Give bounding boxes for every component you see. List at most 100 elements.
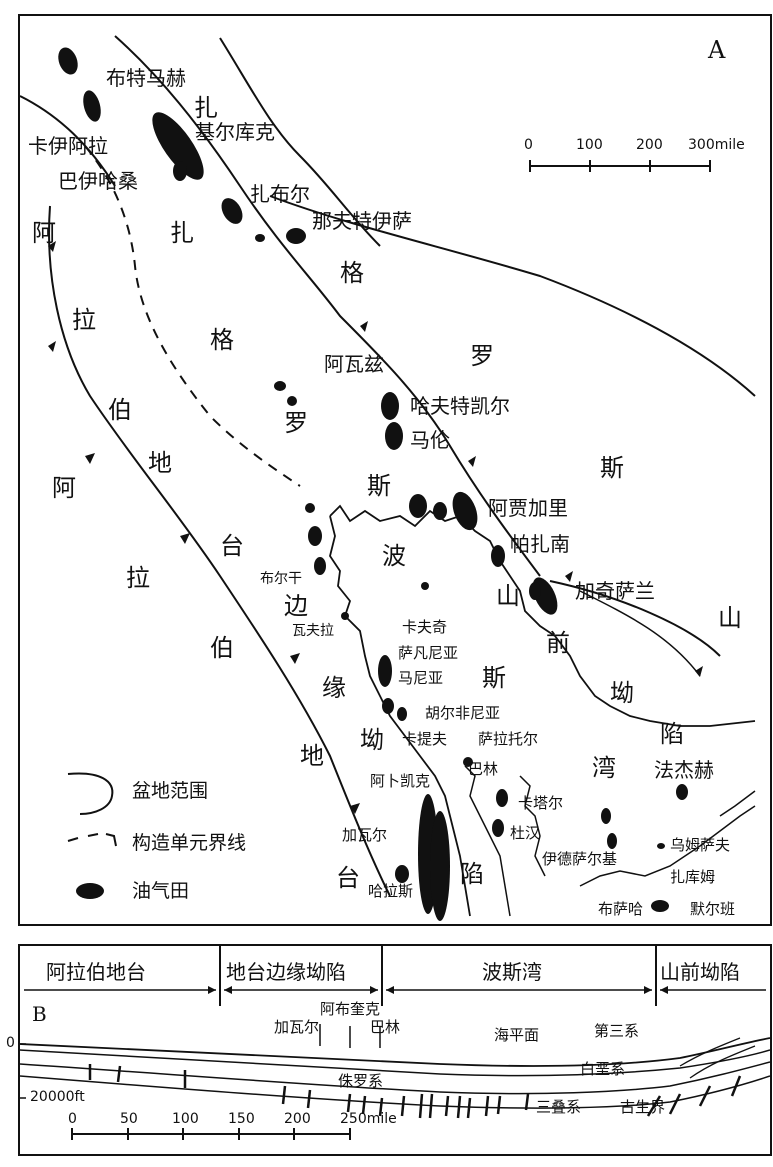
scale-b-tick-150: 150	[228, 1111, 255, 1127]
tab-foredeep: 山前坳陷	[660, 960, 740, 984]
region-gulf-2: 斯	[482, 664, 506, 692]
stratum-tertiary: 第三系	[594, 1022, 640, 1040]
field-pazanan: 帕扎南	[510, 532, 570, 556]
field-bu-hasa: 布萨哈	[598, 900, 644, 918]
field-haradh: 哈拉斯	[368, 882, 414, 900]
tab-arabian-platform: 阿拉伯地台	[46, 960, 146, 984]
legend-symbols	[67, 772, 117, 899]
well-ghawar: 加瓦尔	[274, 1018, 320, 1036]
region-platform-2: 拉	[126, 564, 150, 592]
region-zagros-1: 扎	[170, 219, 194, 247]
region-foredeep-3: 坳	[610, 679, 634, 707]
stratum-sea-level: 海平面	[494, 1026, 540, 1044]
well-bahrain: 巴林	[370, 1018, 401, 1036]
scale-b-tick-50: 50	[120, 1111, 138, 1127]
field-naft-safid: 那夫特伊萨	[312, 209, 412, 233]
legend-oilfield-label: 油气田	[132, 880, 190, 902]
well-abqaiq: 阿布奎克	[320, 1000, 381, 1018]
field-murban: 默尔班	[690, 900, 736, 918]
map-linework	[20, 35, 756, 921]
field-safaniya: 萨凡尼亚	[398, 644, 459, 662]
field-burgan: 布尔干	[260, 571, 302, 587]
depth-label-0: 0	[6, 1035, 15, 1051]
region-arabia-1: 阿	[32, 219, 56, 247]
region-zagros-top: 扎	[194, 94, 218, 122]
region-foredeep-2: 前	[546, 629, 570, 657]
stratum-cretaceous: 白垩系	[580, 1060, 626, 1078]
field-qaiyarah: 卡伊阿拉	[28, 134, 108, 158]
field-salatol: 萨拉托尔	[478, 730, 539, 748]
field-ghawar: 加瓦尔	[342, 826, 388, 844]
oil-fields	[58, 47, 688, 921]
field-khursaniyah: 胡尔非尼亚	[425, 704, 501, 722]
region-arabia-2: 拉	[72, 306, 96, 334]
legend-tectonic-label: 构造单元界线	[132, 832, 247, 854]
field-qatar: 卡塔尔	[518, 794, 564, 812]
region-zagros-2: 格	[210, 326, 234, 354]
region-zagros-right-1: 斯	[600, 454, 624, 482]
scale-bar-b	[71, 1128, 351, 1140]
field-marun: 马伦	[410, 428, 450, 452]
region-zagros-upper-3: 罗	[470, 342, 494, 370]
scale-b-end: 250mile	[340, 1111, 397, 1127]
region-zagros-upper-2: 格	[340, 259, 364, 287]
field-ahvaz: 阿瓦兹	[324, 352, 384, 376]
legend-basin-label: 盆地范围	[132, 780, 209, 802]
field-haft-kel: 哈夫特凯尔	[410, 394, 510, 418]
field-wafra: 瓦夫拉	[292, 623, 334, 639]
basin-boundary-icon	[67, 772, 114, 815]
region-margin-2: 缘	[322, 674, 346, 702]
region-arabia-4: 地	[148, 449, 172, 477]
field-kirkuk: 基尔库克	[195, 120, 275, 144]
panel-b-letter: B	[32, 1002, 47, 1026]
scale-a-tick-100: 100	[576, 137, 603, 153]
region-gulf-3: 湾	[592, 754, 616, 782]
tab-platform-margin: 地台边缘坳陷	[226, 960, 346, 984]
field-bahrain: 巴林	[468, 760, 499, 778]
field-dukhan: 杜汉	[510, 824, 541, 842]
tectonic-boundary-icon	[67, 833, 117, 847]
cross-section-panel-b: 阿拉伯地台 地台边缘坳陷 波斯湾 山前坳陷 B 阿布奎克 加瓦尔 巴林 海平面 …	[6, 944, 772, 1156]
scale-a-tick-200: 200	[636, 137, 663, 153]
region-gulf-1: 波	[382, 542, 406, 570]
scale-bar-a	[529, 160, 711, 172]
field-bai-hassan: 巴伊哈桑	[58, 169, 138, 193]
region-foredeep-4: 陷	[660, 720, 684, 748]
region-platform-1: 阿	[52, 474, 76, 502]
oil-field-icon	[76, 883, 104, 899]
scale-a-end: 300mile	[688, 137, 745, 153]
region-platform-3: 伯	[210, 634, 234, 662]
stratum-triassic: 三叠系	[536, 1098, 582, 1116]
region-arabia-3: 伯	[108, 396, 132, 424]
region-zagros-3: 罗	[284, 409, 308, 437]
region-platform-5: 台	[336, 864, 360, 892]
region-foredeep-1: 山	[496, 582, 520, 610]
region-margin-1: 边	[284, 592, 308, 620]
region-zagros-4: 斯	[367, 472, 391, 500]
scale-a-tick-0: 0	[524, 137, 533, 153]
stratum-paleozoic: 古生界	[620, 1098, 666, 1116]
field-agha-jari: 阿贾加里	[488, 496, 568, 520]
field-abqaiq: 阿卜凯克	[370, 772, 431, 790]
panel-a-letter: A	[708, 36, 726, 64]
region-zagros-right-2: 山	[718, 604, 742, 632]
tab-persian-gulf: 波斯湾	[482, 960, 542, 984]
map-panel-a: A 0 100 200 300mile 布特马赫 基尔库克 卡伊阿拉 巴伊哈桑 …	[18, 14, 772, 926]
region-margin-3: 坳	[360, 726, 384, 754]
region-margin-4: 陷	[460, 860, 484, 888]
depth-label-20000: 20000ft	[30, 1089, 85, 1105]
cross-section-linework	[20, 946, 770, 1140]
scale-b-tick-200: 200	[284, 1111, 311, 1127]
field-zab: 扎布尔	[250, 182, 310, 206]
field-id-el-shargi: 伊德萨尔基	[542, 850, 618, 868]
field-zakum: 扎库姆	[670, 868, 716, 886]
field-butmah: 布特马赫	[106, 66, 186, 90]
region-arabia-5: 台	[220, 532, 244, 560]
region-platform-4: 地	[300, 742, 324, 770]
stratum-jurassic: 侏罗系	[338, 1072, 384, 1090]
field-fateh: 法杰赫	[654, 758, 714, 782]
scale-b-tick-100: 100	[172, 1111, 199, 1127]
scale-b-tick-0: 0	[68, 1111, 77, 1127]
field-qatif: 卡提夫	[402, 730, 448, 748]
field-gachsaran: 加奇萨兰	[575, 579, 655, 603]
